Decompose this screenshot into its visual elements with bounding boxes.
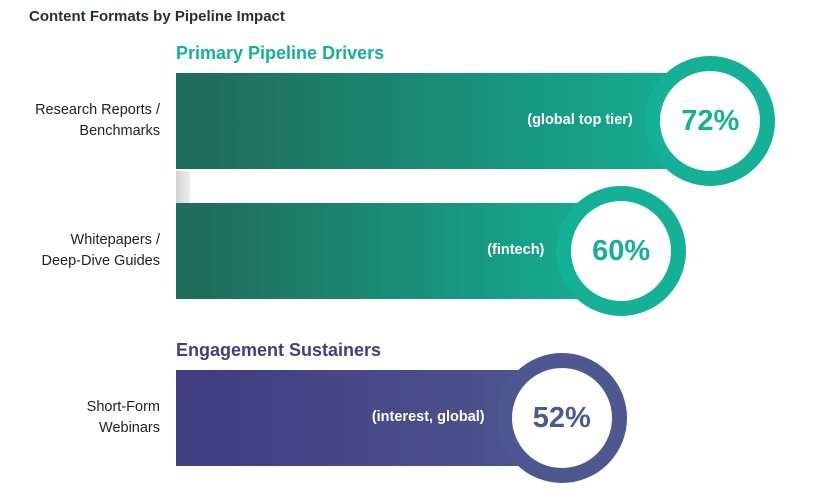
bar	[176, 73, 711, 169]
bar	[176, 203, 622, 299]
data-label: 52%	[532, 401, 591, 434]
value-ring: 52%	[496, 353, 627, 483]
value-ring: 60%	[556, 186, 687, 316]
bar-note: (interest, global)	[371, 409, 485, 425]
value-ring: 72%	[645, 56, 776, 186]
bar-note: (fintech)	[487, 242, 545, 258]
data-label: 72%	[681, 104, 740, 137]
category-label: Research Reports / Benchmarks	[35, 102, 160, 139]
category-label: Whitepapers / Deep-Dive Guides	[41, 232, 160, 269]
chart-title: Content Formats by Pipeline Impact	[29, 8, 285, 25]
bar-gap-shadow	[176, 171, 190, 204]
bar-note: (global top tier)	[527, 112, 633, 128]
group-title: Engagement Sustainers	[176, 340, 382, 360]
data-label: 60%	[592, 234, 651, 267]
category-label: Short-Form Webinars	[86, 399, 160, 436]
group-title: Primary Pipeline Drivers	[176, 43, 385, 63]
